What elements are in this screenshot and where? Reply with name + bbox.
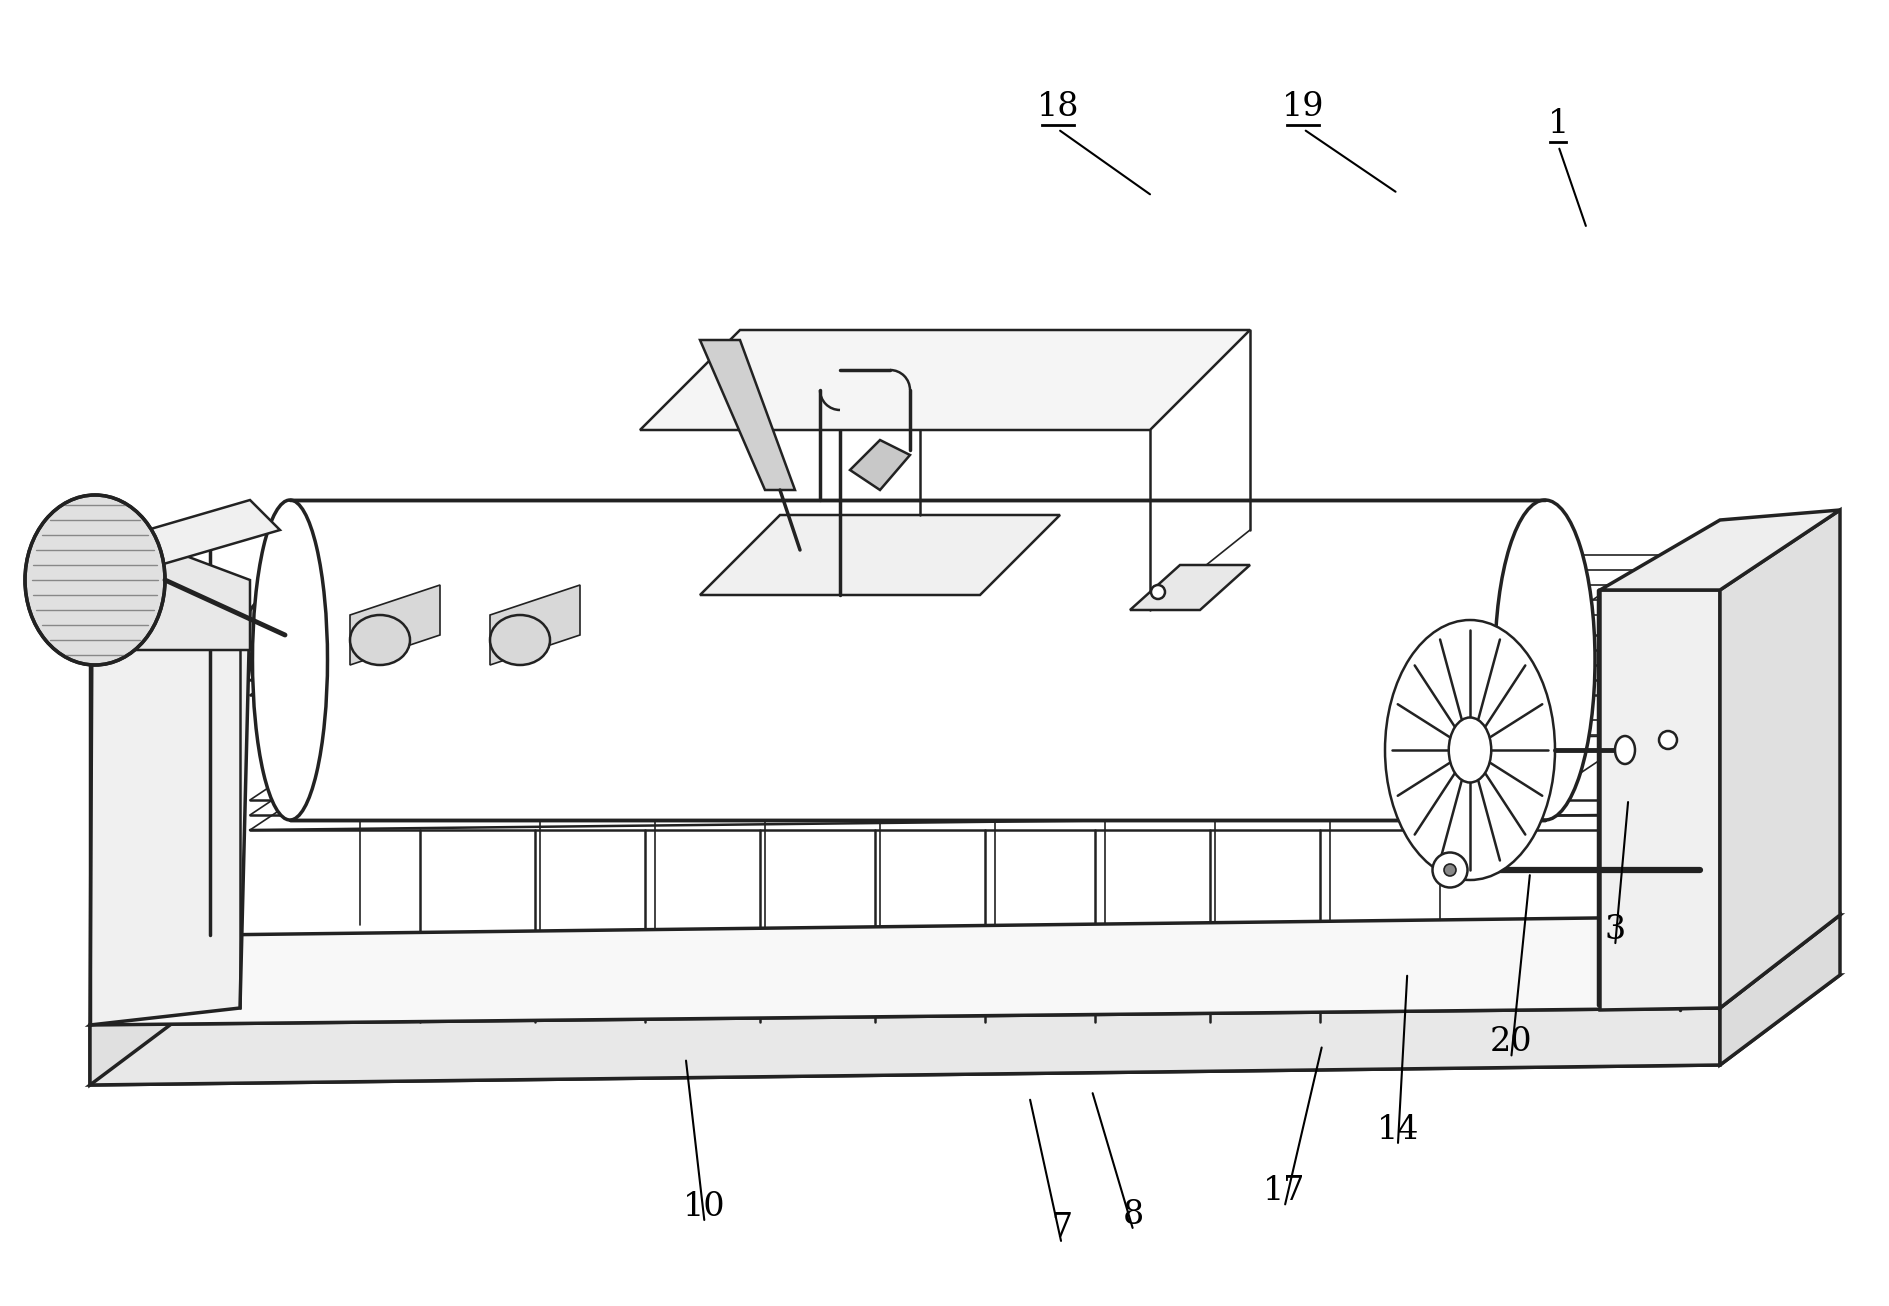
Polygon shape — [130, 535, 249, 650]
Polygon shape — [850, 440, 910, 490]
Polygon shape — [91, 976, 1840, 1085]
Text: 19: 19 — [1283, 91, 1324, 123]
Ellipse shape — [1385, 620, 1555, 880]
Ellipse shape — [1494, 500, 1594, 820]
Ellipse shape — [489, 615, 550, 665]
Ellipse shape — [25, 495, 164, 665]
Ellipse shape — [1150, 585, 1166, 599]
Polygon shape — [1721, 916, 1840, 1064]
Polygon shape — [291, 500, 1545, 820]
Polygon shape — [349, 585, 440, 665]
Text: 20: 20 — [1490, 1027, 1532, 1058]
Polygon shape — [1600, 511, 1840, 590]
Text: 1: 1 — [1547, 108, 1570, 140]
Ellipse shape — [1432, 853, 1468, 888]
Polygon shape — [130, 500, 280, 565]
Ellipse shape — [253, 500, 327, 820]
Text: 18: 18 — [1037, 91, 1079, 123]
Ellipse shape — [1443, 865, 1456, 876]
Text: 10: 10 — [684, 1191, 725, 1222]
Polygon shape — [701, 515, 1060, 596]
Polygon shape — [489, 585, 580, 665]
Polygon shape — [640, 330, 1251, 430]
Polygon shape — [93, 598, 261, 935]
Ellipse shape — [1449, 717, 1490, 782]
Ellipse shape — [1615, 737, 1636, 764]
Text: 8: 8 — [1122, 1199, 1145, 1230]
Text: 7: 7 — [1050, 1212, 1073, 1243]
Polygon shape — [1721, 511, 1840, 1008]
Polygon shape — [91, 1008, 1721, 1085]
Polygon shape — [701, 340, 795, 490]
Polygon shape — [1130, 565, 1251, 610]
Ellipse shape — [349, 615, 410, 665]
Polygon shape — [91, 916, 1840, 1025]
Ellipse shape — [1659, 731, 1677, 750]
Text: 17: 17 — [1264, 1175, 1305, 1207]
Polygon shape — [91, 610, 249, 1025]
Text: 14: 14 — [1377, 1114, 1419, 1145]
Polygon shape — [91, 935, 210, 1085]
Polygon shape — [1600, 590, 1721, 1010]
Text: 3: 3 — [1604, 914, 1626, 946]
